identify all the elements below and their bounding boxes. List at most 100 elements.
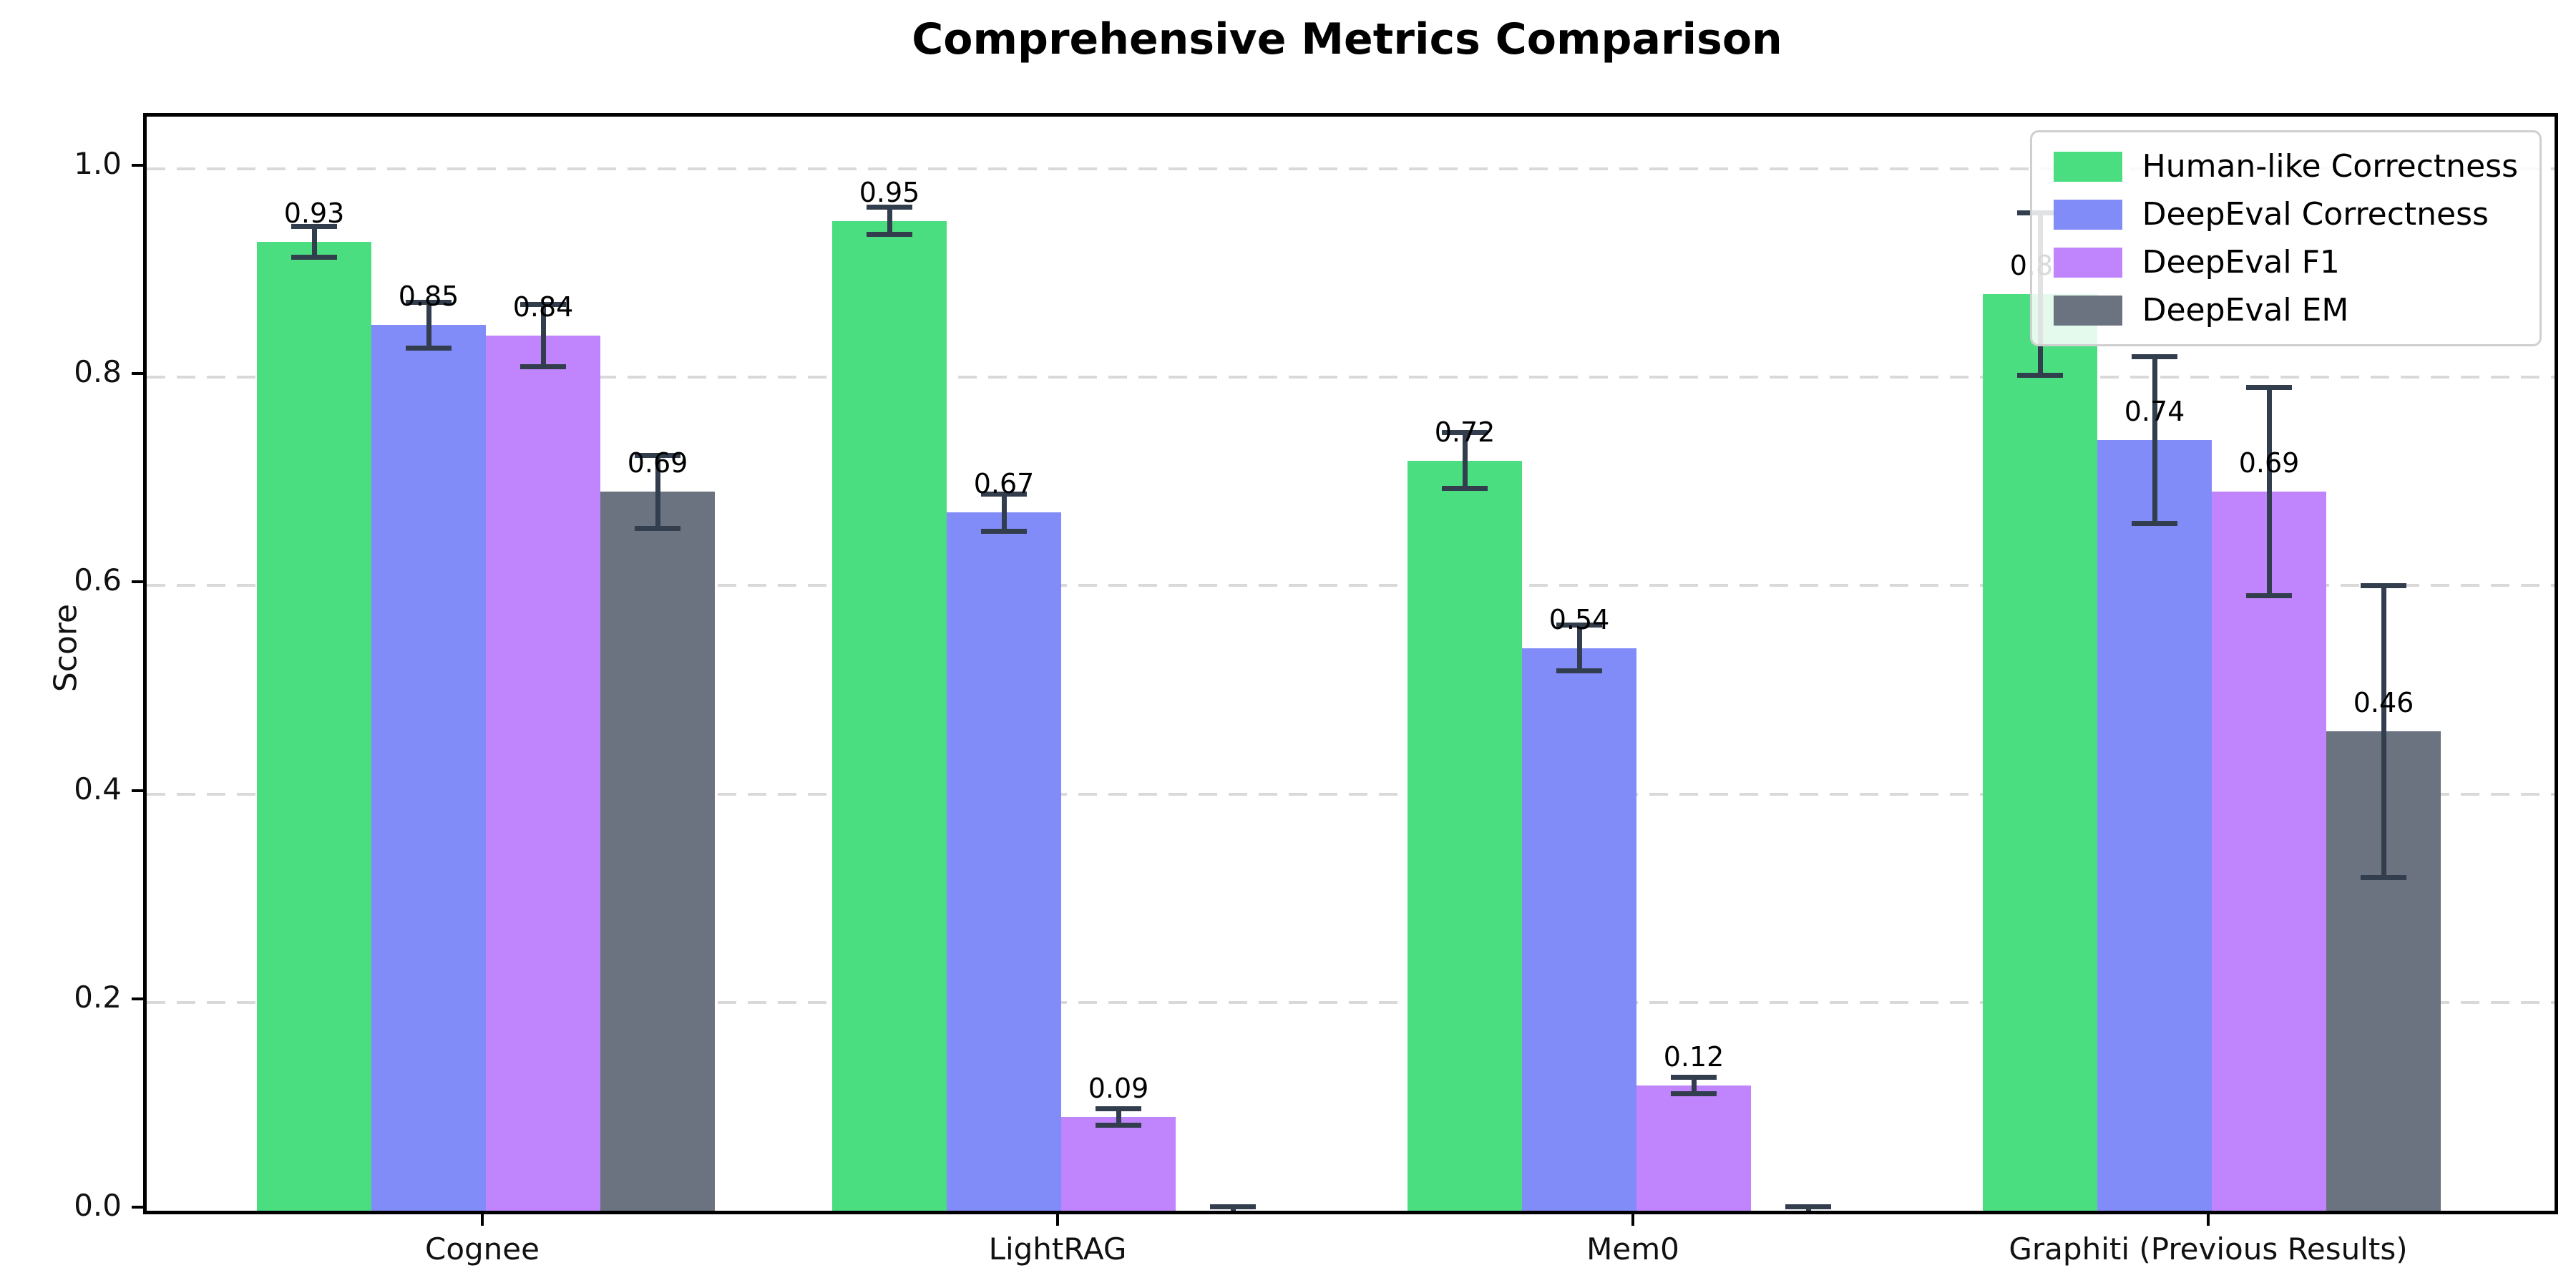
y-tick-mark — [132, 580, 143, 584]
gridline — [147, 376, 2555, 379]
legend-item: Human-like Correctness — [2053, 148, 2518, 185]
error-bar-cap-top — [406, 299, 452, 305]
error-bar — [1001, 494, 1007, 532]
error-bar — [887, 207, 892, 235]
bar — [1636, 1085, 1751, 1211]
x-tick-mark — [481, 1214, 484, 1226]
legend: Human-like Correctness DeepEval Correctne… — [2029, 130, 2542, 346]
error-bar-cap-top — [1556, 623, 1602, 628]
legend-swatch — [2053, 295, 2122, 326]
bar-value-label: 0.67 — [973, 468, 1035, 500]
error-bar-cap-top — [2246, 385, 2292, 391]
bar — [832, 220, 947, 1211]
gridline — [147, 792, 2555, 796]
error-bar — [426, 302, 431, 348]
x-tick-mark — [1631, 1214, 1634, 1226]
y-tick-mark — [132, 997, 143, 1000]
error-bar-cap-top — [867, 205, 912, 210]
error-bar-cap-bottom — [520, 364, 566, 370]
bar-value-label: 0.69 — [627, 447, 688, 479]
legend-label: DeepEval EM — [2142, 292, 2349, 328]
bar-value-label: 0.54 — [1548, 603, 1610, 635]
legend-item: DeepEval F1 — [2053, 244, 2518, 280]
bar-value-label: 0.09 — [1088, 1072, 1149, 1104]
error-bar-cap-bottom — [981, 529, 1027, 535]
error-bar — [1576, 625, 1582, 671]
bar-value-label: 0.84 — [512, 291, 574, 323]
bar-value-label: 0.72 — [1434, 416, 1496, 448]
error-bar-cap-top — [1210, 1204, 1256, 1209]
error-bar-cap-top — [2361, 582, 2406, 588]
bar — [2097, 439, 2212, 1211]
y-tick-label: 0.2 — [74, 979, 122, 1015]
error-bar-cap-bottom — [1671, 1091, 1717, 1097]
chart-title: Comprehensive Metrics Comparison — [912, 14, 1782, 64]
y-tick-mark — [132, 372, 143, 376]
error-bar-cap-bottom — [635, 525, 680, 531]
error-bar — [1691, 1077, 1697, 1094]
y-tick-label: 0.4 — [74, 771, 122, 806]
bar-value-label: 0.12 — [1663, 1041, 1724, 1073]
gridline — [147, 584, 2555, 587]
legend-item: DeepEval Correctness — [2053, 196, 2518, 233]
error-bar — [311, 226, 317, 258]
bar — [947, 512, 1061, 1211]
error-bar-cap-top — [635, 452, 680, 458]
bar — [257, 241, 371, 1211]
x-tick-mark — [2207, 1214, 2210, 1226]
bar — [1407, 460, 1522, 1211]
error-bar-cap-top — [520, 301, 566, 307]
error-bar-cap-bottom — [2017, 372, 2063, 378]
error-bar-cap-bottom — [1442, 486, 1488, 492]
bar-value-label: 0.85 — [398, 280, 459, 313]
error-bar — [1116, 1108, 1121, 1126]
legend-swatch — [2053, 247, 2122, 278]
error-bar-cap-bottom — [1096, 1123, 1141, 1128]
bar-value-label: 0.95 — [859, 176, 920, 208]
legend-label: Human-like Correctness — [2142, 148, 2518, 185]
gridline — [147, 1000, 2555, 1004]
bar — [371, 325, 486, 1211]
gridline — [147, 167, 2555, 170]
error-bar — [2266, 387, 2272, 596]
legend-item: DeepEval EM — [2053, 292, 2518, 328]
error-bar-cap-bottom — [1785, 1212, 1831, 1214]
error-bar-cap-bottom — [2132, 520, 2177, 526]
error-bar-cap-bottom — [2361, 874, 2406, 880]
error-bar — [655, 455, 660, 529]
legend-label: DeepEval F1 — [2142, 244, 2340, 280]
error-bar-cap-top — [291, 223, 337, 229]
x-tick-label: Mem0 — [1586, 1231, 1679, 1267]
y-tick-label: 1.0 — [74, 146, 122, 181]
legend-label: DeepEval Correctness — [2142, 196, 2489, 233]
bar — [1522, 648, 1636, 1211]
legend-swatch — [2053, 199, 2122, 230]
bar-value-label: 0.46 — [2353, 687, 2414, 719]
error-bar-cap-top — [1096, 1106, 1141, 1111]
error-bar-cap-bottom — [867, 232, 912, 238]
y-tick-label: 0.6 — [74, 562, 122, 598]
bar — [1983, 293, 2097, 1211]
error-bar — [2381, 585, 2386, 878]
error-bar-cap-bottom — [406, 345, 452, 351]
error-bar-cap-top — [1442, 429, 1488, 435]
bar — [486, 335, 600, 1211]
bar-value-label: 0.74 — [2124, 395, 2185, 427]
error-bar-cap-top — [1671, 1075, 1717, 1080]
y-tick-mark — [132, 789, 143, 792]
y-axis-title: Score — [47, 603, 84, 693]
error-bar-cap-top — [981, 491, 1027, 497]
error-bar-cap-top — [1785, 1204, 1831, 1209]
x-tick-mark — [1056, 1214, 1059, 1226]
legend-swatch — [2053, 151, 2122, 182]
error-bar-cap-top — [2132, 353, 2177, 359]
bar-value-label: 0.93 — [283, 197, 345, 229]
error-bar — [540, 304, 546, 367]
error-bar-cap-bottom — [1556, 668, 1602, 674]
x-tick-label: Cognee — [425, 1231, 540, 1267]
y-tick-label: 0.0 — [74, 1188, 122, 1223]
x-tick-label: LightRAG — [988, 1231, 1127, 1267]
bar — [1061, 1116, 1176, 1211]
x-tick-label: Graphiti (Previous Results) — [2009, 1231, 2408, 1267]
